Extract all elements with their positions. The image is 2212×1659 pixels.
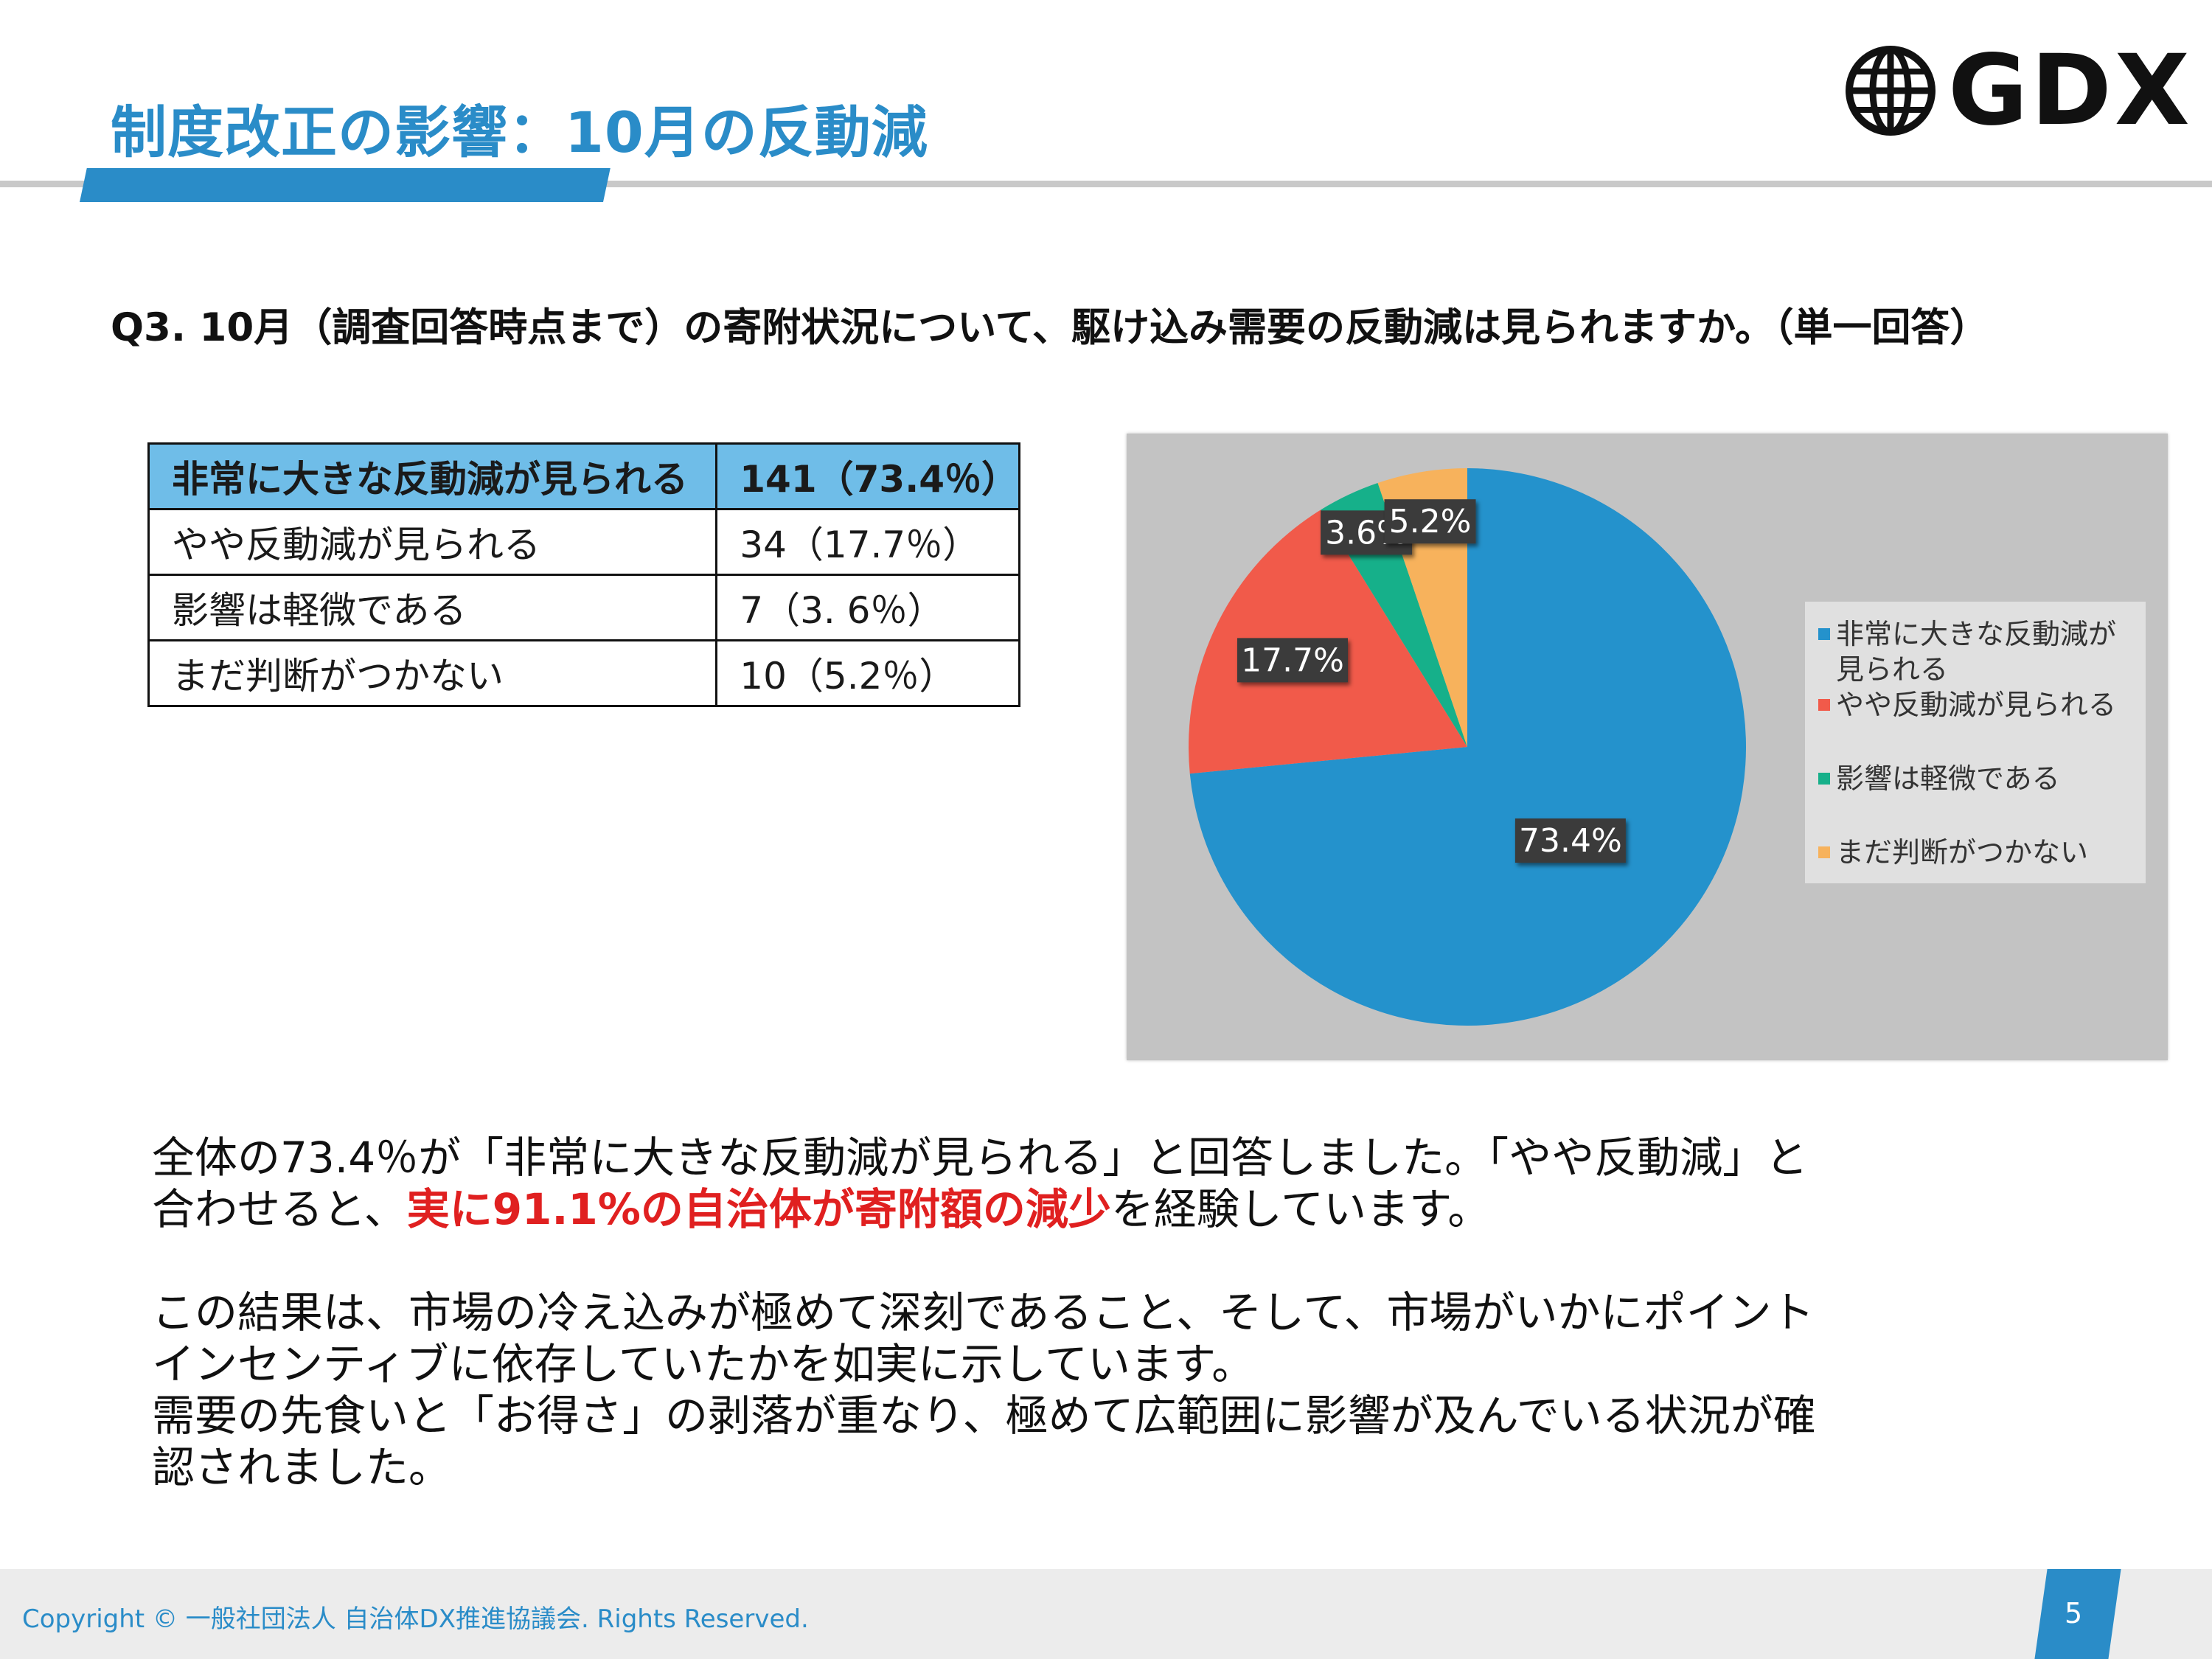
legend-label: 非常に大きな反動減が見られる: [1836, 618, 2117, 686]
legend-swatch: [1818, 699, 1830, 711]
paragraph-gap: [152, 1235, 1848, 1287]
table-cell-label: まだ判断がつかない: [147, 639, 718, 707]
table-cell-label: 非常に大きな反動減が見られる: [147, 442, 718, 510]
legend-item: 非常に大きな反動減が見られる: [1818, 616, 2134, 687]
svg-text:73.4%: 73.4%: [1519, 822, 1622, 860]
page-title: 制度改正の影響：10月の反動減: [111, 100, 928, 165]
legend-label: まだ判断がつかない: [1836, 836, 2089, 869]
logo: GDX: [1843, 34, 2193, 147]
svg-text:17.7%: 17.7%: [1241, 641, 1344, 679]
pie-chart: 73.4% 17.7% 3.6% 5.2% 非常に大きな反動減が見られる やや反動減が…: [1127, 434, 2168, 1060]
pie-slice: [1189, 468, 1746, 1026]
legend-swatch: [1818, 628, 1830, 640]
pie-chart-svg: 73.4%17.7%3.6%5.2%: [1189, 468, 1746, 1026]
table-row: やや反動減が見られる 34（17.7％）: [147, 508, 1020, 576]
legend-item: やや反動減が見られる: [1818, 687, 2134, 723]
logo-text: GDX: [1948, 34, 2193, 147]
data-label: 5.2%: [1384, 499, 1476, 544]
survey-question: Q3. 10月（調査回答時点まで）の寄附状況について、駆け込み需要の反動減は見ら…: [111, 305, 1989, 350]
legend-label: やや反動減が見られる: [1836, 689, 2117, 721]
results-table: 非常に大きな反動減が見られる 141（73.4％） やや反動減が見られる 34（…: [147, 442, 1020, 707]
table-row: 非常に大きな反動減が見られる 141（73.4％）: [147, 442, 1020, 510]
data-label: 17.7%: [1237, 638, 1348, 683]
table-cell-value: 10（5.2％）: [715, 639, 1020, 707]
title-accent-bar: [80, 168, 611, 202]
summary-line: 全体の73.4％が「非常に大きな反動減が見られる」と回答しました。「やや反動減」…: [152, 1133, 1809, 1183]
table-row: まだ判断がつかない 10（5.2％）: [147, 639, 1020, 707]
summary-text-fragment: を経験しています。: [1110, 1184, 1491, 1234]
summary-text: 全体の73.4％が「非常に大きな反動減が見られる」と回答しました。「やや反動減」…: [152, 1132, 1848, 1493]
summary-line: 合わせると、実に91.1%の自治体が寄附額の減少を経験しています。: [152, 1183, 1848, 1235]
globe-icon: [1846, 46, 1935, 136]
summary-line: インセンティブに依存していたかを如実に示しています。: [152, 1339, 1255, 1389]
legend-swatch: [1818, 773, 1830, 785]
legend-item: 影響は軽微である: [1818, 761, 2134, 796]
summary-line: この結果は、市場の冷え込みが極めて深刻であること、そして、市場がいかにポイント: [152, 1287, 1815, 1338]
summary-line: 認されました。: [152, 1442, 452, 1492]
footer: Copyright © 一般社団法人 自治体DX推進協議会. Rights Re…: [0, 1569, 2212, 1659]
copyright-text: Copyright © 一般社団法人 自治体DX推進協議会. Rights Re…: [22, 1604, 809, 1634]
summary-line: 需要の先食いと「お得さ」の剥落が重なり、極めて広範囲に影響が及んでいる状況が確: [152, 1391, 1816, 1441]
table-cell-value: 141（73.4％）: [715, 442, 1020, 510]
table-row: 影響は軽微である 7（3. 6％）: [147, 574, 1020, 641]
highlight-text: 実に91.1%の自治体が寄附額の減少: [406, 1184, 1111, 1234]
page-number: 5: [2065, 1597, 2083, 1630]
legend-label: 影響は軽微である: [1836, 762, 2060, 795]
summary-text-fragment: 合わせると、: [152, 1184, 407, 1234]
chart-legend: 非常に大きな反動減が見られる やや反動減が見られる 影響は軽微である まだ判断が…: [1805, 602, 2146, 883]
table-cell-value: 7（3. 6％）: [715, 574, 1020, 641]
title-divider: [0, 181, 2212, 187]
table-cell-value: 34（17.7％）: [715, 508, 1020, 576]
table-cell-label: やや反動減が見られる: [147, 508, 718, 576]
data-label: 73.4%: [1514, 818, 1626, 863]
legend-item: まだ判断がつかない: [1818, 835, 2134, 870]
legend-swatch: [1818, 846, 1830, 858]
svg-text:5.2%: 5.2%: [1389, 503, 1472, 540]
table-cell-label: 影響は軽微である: [147, 574, 718, 641]
